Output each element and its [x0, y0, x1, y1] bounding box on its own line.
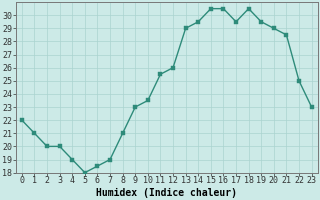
X-axis label: Humidex (Indice chaleur): Humidex (Indice chaleur) — [96, 188, 237, 198]
